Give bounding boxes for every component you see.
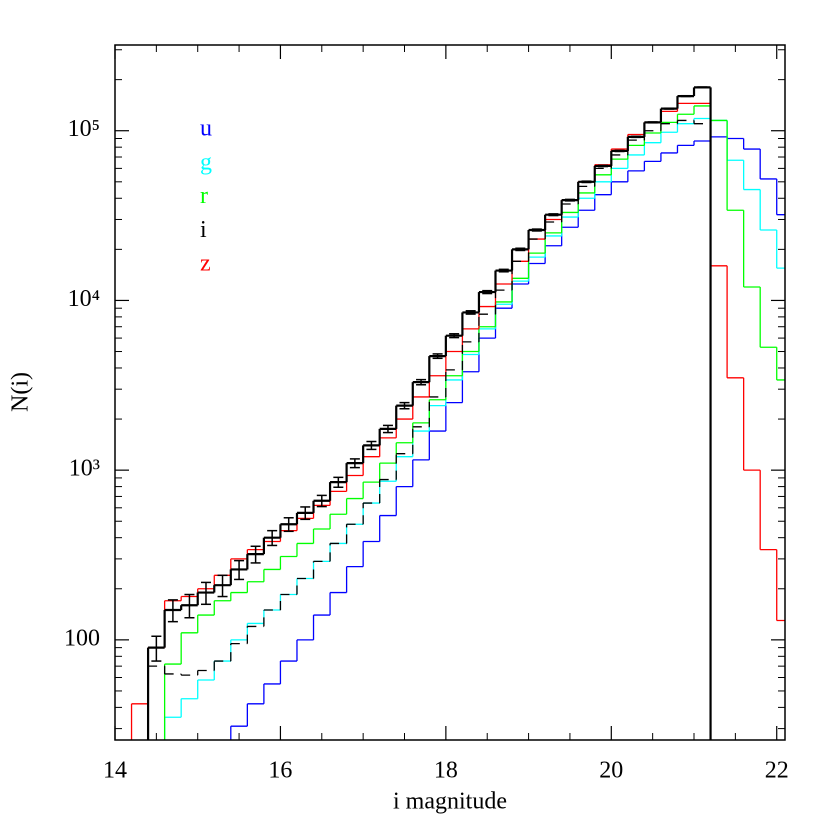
y-tick-label: 100 — [64, 625, 100, 651]
x-tick-label: 14 — [103, 758, 127, 784]
legend-label: u — [200, 116, 212, 142]
legend-label: i — [200, 217, 207, 243]
x-tick-label: 20 — [599, 758, 623, 784]
y-axis-label: N(i) — [8, 372, 34, 412]
y-tick-label: 10⁵ — [68, 116, 100, 142]
x-tick-label: 22 — [765, 758, 789, 784]
y-tick-label: 10³ — [69, 456, 100, 482]
x-tick-label: 16 — [268, 758, 292, 784]
legend-label: z — [200, 251, 211, 277]
plot-data — [130, 86, 785, 740]
x-tick-label: 18 — [434, 758, 458, 784]
legend-label: g — [200, 149, 212, 175]
legend-label: r — [200, 183, 208, 209]
x-axis-label: i magnitude — [393, 789, 507, 815]
y-tick-label: 10⁴ — [68, 286, 100, 312]
plot-frame — [114, 44, 786, 741]
